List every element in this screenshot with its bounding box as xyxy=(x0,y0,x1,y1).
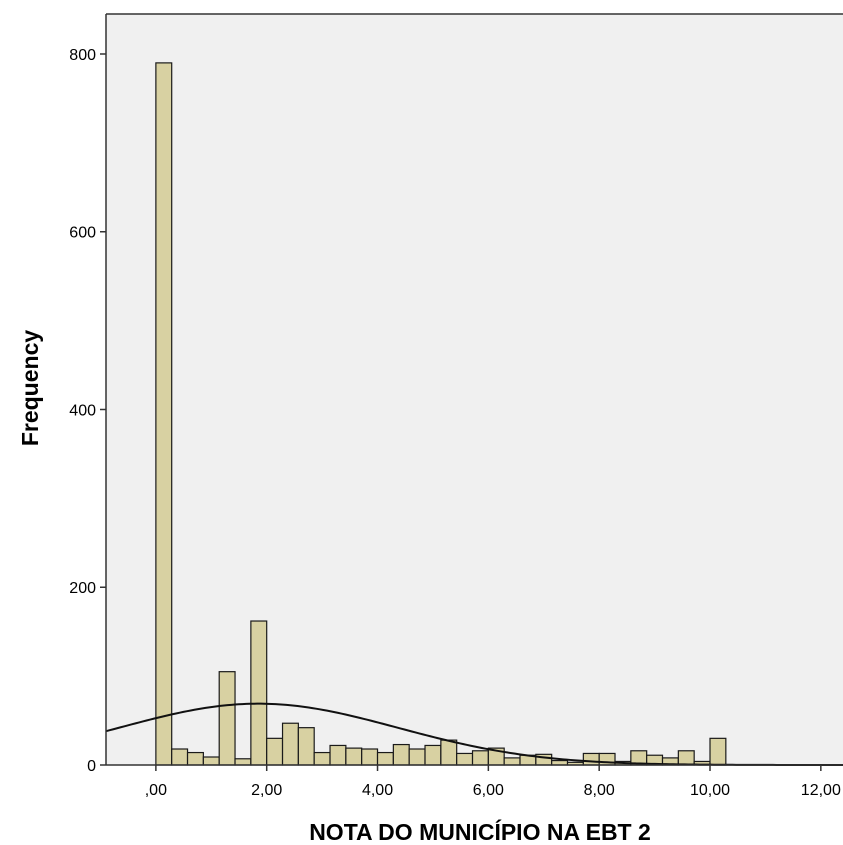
y-tick-label: 200 xyxy=(69,580,96,597)
histogram-bar xyxy=(218,671,236,766)
plot-area xyxy=(106,14,843,765)
x-tick-label: 6,00 xyxy=(473,782,504,799)
histogram-bar xyxy=(186,751,204,766)
x-tick-label: 8,00 xyxy=(584,782,615,799)
bars-group xyxy=(155,62,727,766)
histogram-bar xyxy=(677,750,695,766)
histogram-bar xyxy=(424,744,442,766)
histogram-bar xyxy=(392,743,410,766)
histogram-bar xyxy=(503,757,521,766)
histogram-bar xyxy=(582,752,600,766)
x-tick-label: 12,00 xyxy=(801,782,841,799)
histogram-bar xyxy=(171,748,189,766)
y-tick-label: 400 xyxy=(69,402,96,419)
histogram-bar xyxy=(281,722,299,766)
histogram-bar xyxy=(329,744,347,766)
histogram-bar xyxy=(376,751,394,766)
histogram-bar xyxy=(266,737,284,766)
x-tick-label: 4,00 xyxy=(362,782,393,799)
x-tick-label: 2,00 xyxy=(251,782,282,799)
histogram-bar xyxy=(297,727,315,766)
y-axis-title: Frequency xyxy=(17,330,43,447)
histogram-bar xyxy=(234,758,252,766)
x-tick-label: 10,00 xyxy=(690,782,730,799)
histogram-bar xyxy=(408,748,426,766)
histogram-bar xyxy=(456,752,474,766)
histogram-bar xyxy=(202,756,220,766)
histogram-bar xyxy=(250,620,268,766)
histogram-bar xyxy=(709,737,727,766)
histogram-bar xyxy=(440,739,458,766)
x-tick-label: ,00 xyxy=(145,782,167,799)
histogram-bar xyxy=(345,747,363,766)
x-axis-title: NOTA DO MUNICÍPIO NA EBT 2 xyxy=(309,818,651,845)
y-tick-label: 0 xyxy=(87,758,96,775)
y-tick-label: 600 xyxy=(69,225,96,242)
histogram-bar xyxy=(361,748,379,766)
x-ticks-group: ,00 2,00 4,00 6,00 8,00 10,00 12,00 xyxy=(145,765,841,799)
histogram-bar xyxy=(155,62,173,766)
y-tick-label: 800 xyxy=(69,47,96,64)
histogram-bar xyxy=(313,751,331,766)
histogram-bar xyxy=(471,750,489,766)
y-ticks-group: 0 200 400 600 800 xyxy=(69,47,106,775)
